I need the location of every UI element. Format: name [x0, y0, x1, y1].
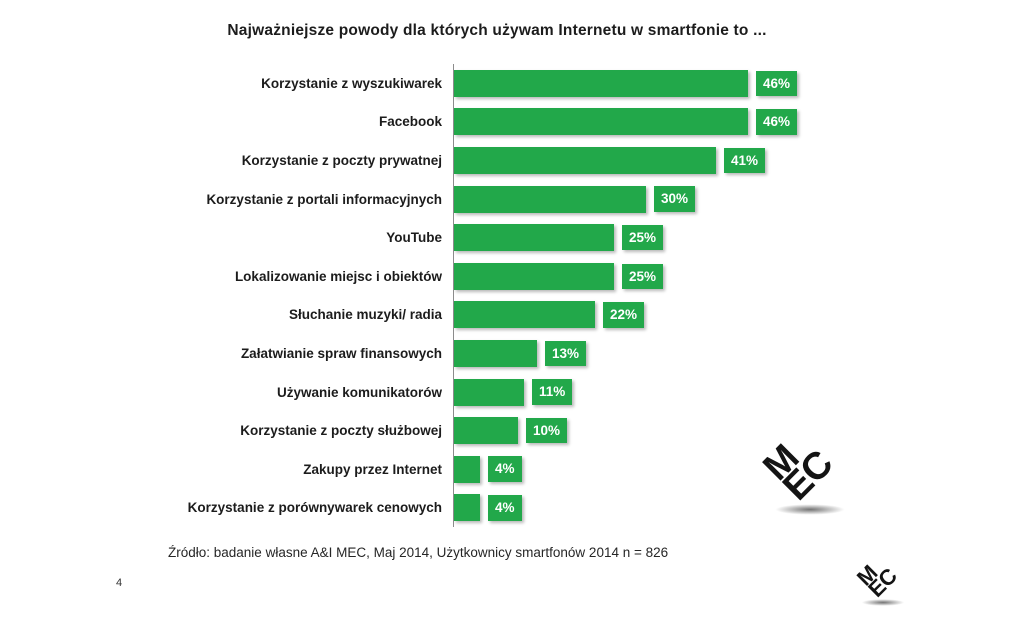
bar-area: 46% [453, 102, 1024, 142]
page-number: 4 [116, 577, 123, 589]
chart-row: Słuchanie muzyki/ radia 22% [0, 295, 1024, 335]
value-label: 46% [756, 109, 798, 135]
chart-row: Używanie komunikatorów 11% [0, 372, 1024, 412]
bar-area: 25% [453, 256, 1024, 296]
value-label: 4% [488, 495, 522, 521]
category-label: YouTube [386, 230, 442, 246]
bar-area: 41% [453, 141, 1024, 180]
bar [454, 494, 480, 522]
category-label: Facebook [378, 114, 442, 130]
bar [454, 108, 748, 136]
chart-row: Korzystanie z poczty służbowej 10% [0, 411, 1024, 450]
bar-area: 4% [453, 449, 1024, 489]
value-label: 41% [724, 147, 766, 174]
mec-logo-shadow [861, 599, 905, 606]
bar-area: 10% [453, 411, 1024, 450]
category-label: Używanie komunikatorów [276, 384, 442, 400]
chart-row: Załatwianie spraw finansowych 13% [0, 334, 1024, 373]
chart-row: Korzystanie z wyszukiwarek 46% [0, 64, 1024, 103]
value-label: 11% [532, 379, 573, 405]
mec-logo-small: M EC [852, 553, 909, 609]
bar [454, 185, 646, 213]
value-label: 25% [622, 263, 664, 290]
category-label: Lokalizowanie miejsc i obiektów [234, 268, 442, 284]
chart-row: Facebook 46% [0, 102, 1024, 142]
mec-logo-icon: M EC [755, 424, 840, 508]
bar [454, 455, 480, 483]
chart-row: Zakupy przez Internet 4% [0, 449, 1024, 489]
bar-area: 13% [453, 334, 1024, 373]
chart-row: Lokalizowanie miejsc i obiektów 25% [0, 256, 1024, 296]
bar [454, 262, 614, 290]
chart-title: Najważniejsze powody dla których używam … [227, 22, 767, 39]
chart-rows: Korzystanie z wyszukiwarek 46% Facebook 46%… [0, 64, 1024, 528]
bar [454, 301, 595, 329]
value-label: 4% [488, 456, 522, 482]
bar [454, 378, 524, 406]
category-label: Korzystanie z poczty prywatnej [241, 152, 442, 168]
value-label: 13% [545, 340, 587, 367]
category-label: Korzystanie z porównywarek cenowych [187, 500, 442, 516]
bar-area: 22% [453, 295, 1024, 335]
bar-area: 25% [453, 218, 1024, 257]
bar [454, 417, 518, 445]
chart-row: Korzystanie z portali informacyjnych 30% [0, 179, 1024, 219]
bar [454, 146, 716, 174]
mec-logo-large: M EC [755, 424, 850, 518]
value-label: 46% [756, 70, 798, 97]
mec-logo-icon: M EC [852, 553, 902, 602]
bar-chart: Korzystanie z wyszukiwarek 46% Facebook 46%… [0, 64, 1024, 528]
value-label: 10% [526, 417, 568, 444]
value-label: 22% [603, 302, 645, 328]
chart-row: Korzystanie z poczty prywatnej 41% [0, 141, 1024, 180]
bar [454, 339, 537, 367]
value-label: 25% [622, 224, 664, 251]
bar-area: 30% [453, 179, 1024, 219]
mec-logo-shadow [774, 504, 846, 515]
category-label: Załatwianie spraw finansowych [240, 345, 442, 361]
category-label: Zakupy przez Internet [303, 461, 442, 477]
bar-area: 11% [453, 372, 1024, 412]
bar-area: 46% [453, 64, 1024, 103]
category-label: Korzystanie z portali informacyjnych [206, 191, 442, 207]
category-label: Słuchanie muzyki/ radia [288, 307, 442, 323]
bar [454, 69, 748, 97]
chart-row: YouTube 25% [0, 218, 1024, 257]
bar [454, 224, 614, 252]
source-note: Źródło: badanie własne A&I MEC, Maj 2014… [168, 545, 669, 560]
value-label: 30% [654, 186, 696, 212]
category-label: Korzystanie z poczty służbowej [240, 423, 442, 439]
chart-row: Korzystanie z porównywarek cenowych 4% [0, 488, 1024, 528]
category-label: Korzystanie z wyszukiwarek [261, 75, 442, 91]
bar-area: 4% [453, 488, 1024, 528]
